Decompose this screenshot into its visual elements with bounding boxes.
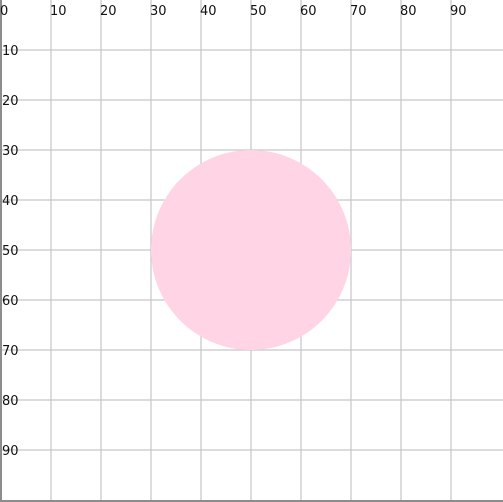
- x-tick-label: 70: [350, 4, 367, 19]
- y-tick-label: 20: [2, 94, 19, 109]
- y-tick-label: 80: [2, 394, 19, 409]
- y-tick-label: 30: [2, 144, 19, 159]
- x-tick-labels: 0 10 20 30 40 50 60 70 80 90: [0, 4, 467, 19]
- pink-circle: [151, 150, 351, 350]
- x-tick-label: 80: [400, 4, 417, 19]
- x-tick-label: 0: [0, 4, 8, 19]
- x-tick-label: 60: [300, 4, 317, 19]
- y-tick-label: 50: [2, 244, 19, 259]
- shapes-layer: [151, 150, 351, 350]
- x-tick-label: 50: [250, 4, 267, 19]
- y-tick-label: 70: [2, 344, 19, 359]
- x-tick-label: 20: [100, 4, 117, 19]
- x-tick-label: 90: [450, 4, 467, 19]
- y-tick-label: 40: [2, 194, 19, 209]
- y-tick-label: 90: [2, 444, 19, 459]
- x-tick-label: 10: [50, 4, 67, 19]
- y-tick-label: 10: [2, 44, 19, 59]
- y-tick-label: 60: [2, 294, 19, 309]
- y-tick-labels: 10 20 30 40 50 60 70 80 90: [2, 44, 19, 459]
- x-tick-label: 40: [200, 4, 217, 19]
- x-tick-label: 30: [150, 4, 167, 19]
